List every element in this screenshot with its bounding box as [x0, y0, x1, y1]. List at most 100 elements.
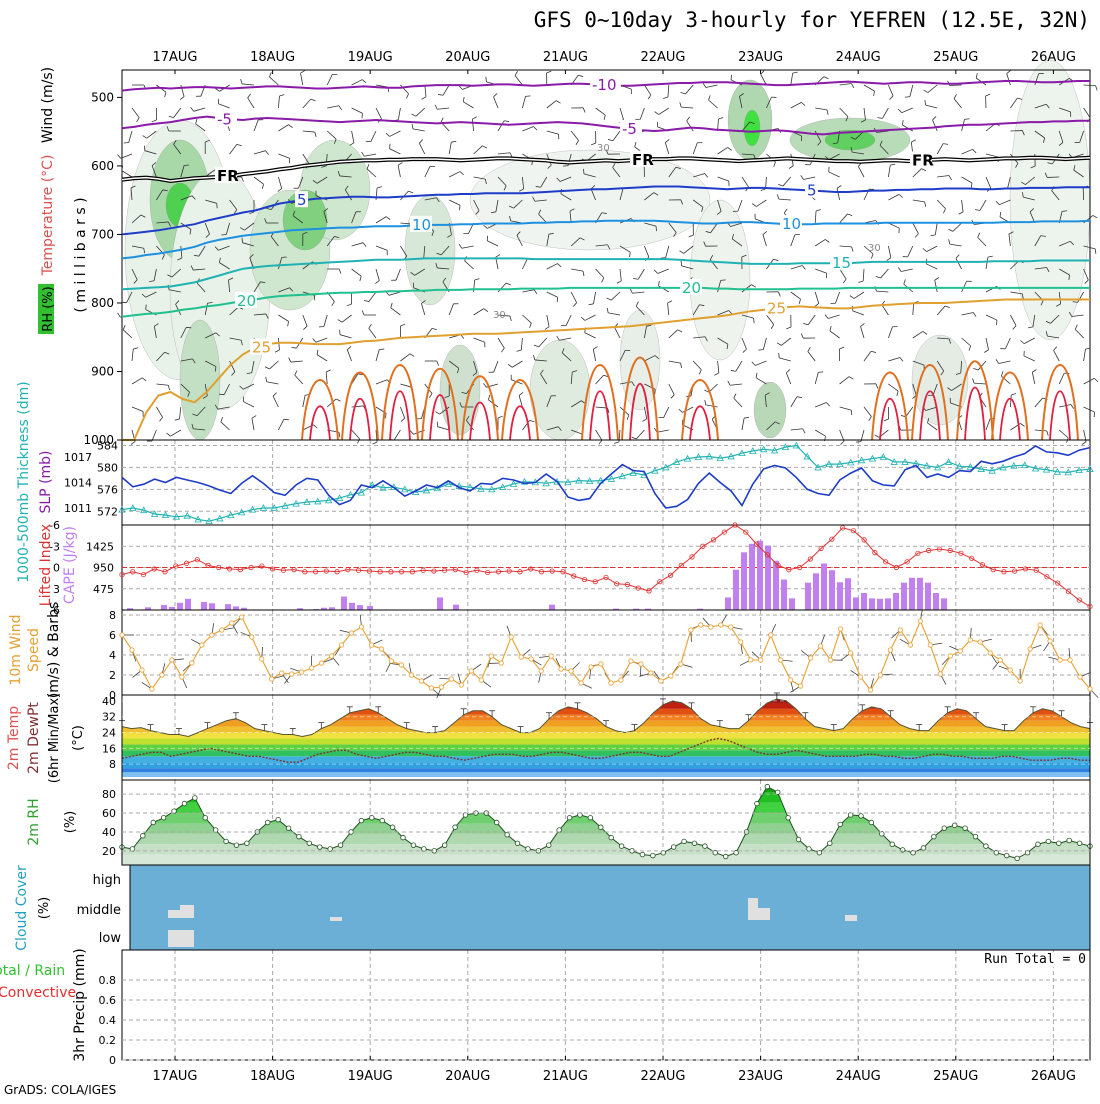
wind-barb	[352, 269, 362, 276]
wind-barb	[438, 427, 450, 430]
wind-barb	[962, 149, 973, 154]
precip-convective-label: Convective	[0, 985, 76, 1001]
wind-barb	[547, 101, 556, 108]
wind-barb-flag	[752, 362, 755, 366]
wind-barb	[498, 338, 504, 348]
wind-barb-flag	[630, 289, 632, 293]
cape-bar	[781, 580, 787, 610]
cloud-axis-label: Cloud Cover	[14, 865, 30, 951]
wind-barb-flag	[803, 323, 808, 324]
wind-barb	[152, 430, 156, 441]
wind-barb-flag	[137, 118, 140, 122]
wind-barb	[522, 290, 534, 292]
rh-shade-blob	[744, 110, 760, 146]
wind-barb-flag	[642, 419, 646, 422]
wind-barb	[449, 200, 460, 205]
wind-barb	[815, 292, 819, 303]
wind-barb-flag	[801, 102, 805, 105]
wind-barb	[1024, 338, 1035, 344]
wind-barb	[462, 246, 474, 248]
wind-barb	[882, 305, 889, 315]
wind-barb	[999, 361, 1011, 363]
wind-barb-flag	[629, 252, 630, 257]
wind-barb	[248, 98, 254, 108]
cape-bar	[829, 570, 835, 610]
wind-barb-flag	[375, 281, 379, 284]
temp-bands	[122, 691, 1090, 780]
rh-marker	[984, 844, 989, 849]
temp-contour-1	[122, 117, 1090, 135]
wind-barb	[956, 258, 962, 269]
rh-marker	[193, 796, 198, 801]
wind-barb	[736, 361, 742, 371]
wind-barb	[815, 269, 826, 273]
wind-barb	[791, 397, 797, 407]
temp-axis-label-4: (°C)	[71, 725, 86, 751]
wind-barb-flag	[904, 279, 906, 284]
cape-tick-label: 1425	[86, 540, 114, 553]
wind-barb	[718, 147, 728, 154]
wind-barb	[269, 361, 278, 369]
wind-barb-flag	[687, 117, 690, 121]
precip-tick-label: 0	[109, 1054, 116, 1067]
rh2m-unit-label: (%)	[63, 811, 78, 834]
wind-barb-flag	[284, 419, 289, 420]
wind-barb-flag	[949, 239, 950, 244]
wind-barb	[352, 243, 364, 246]
wind-barb-flag	[771, 324, 774, 328]
date-label-bottom-19AUG: 19AUG	[348, 1069, 393, 1084]
temp-contour-35	[1000, 399, 1020, 440]
cape-bar	[357, 605, 363, 610]
wind-barb	[376, 269, 379, 281]
wind-barb-flag	[437, 361, 439, 366]
temp-contour-label: 15	[832, 254, 851, 272]
wind-barb-flag	[326, 370, 330, 372]
wind-barb	[498, 153, 510, 154]
cape-bar	[201, 602, 207, 610]
wind-barb-flag	[633, 278, 638, 279]
cape-bar	[845, 578, 851, 610]
wind-barb-flag	[219, 394, 224, 395]
pressure-tick-label: 600	[91, 159, 114, 173]
wind-barb-flag	[435, 412, 439, 415]
wind-barb	[303, 131, 315, 132]
wind-barb-flag	[728, 147, 732, 150]
wind-barb	[693, 173, 704, 177]
cloud-row-label-high: high	[93, 873, 121, 888]
wind-barb-flag	[663, 97, 668, 98]
wind-barb-flag	[825, 315, 828, 319]
wind10m-marker	[858, 675, 862, 679]
wind-axis-label: Wind (m/s)	[40, 67, 56, 143]
wind-barb-flag	[699, 370, 701, 375]
slp-line	[122, 446, 1090, 508]
wind-barb-flag	[362, 80, 366, 83]
wind-barb	[596, 375, 604, 384]
wind-barb-flag	[362, 152, 365, 156]
wind10m-axis-label-1: 10m Wind	[8, 614, 24, 685]
rh-marker	[338, 843, 343, 848]
cloud-unit-label: (%)	[37, 897, 52, 920]
slp-axis-label: SLP (mb)	[38, 450, 54, 513]
wind10m-marker	[808, 656, 812, 660]
cape-bar	[885, 598, 891, 610]
wind-barb	[986, 419, 990, 430]
wind-barb-flag	[429, 394, 432, 398]
wind-barb-flag	[890, 164, 895, 165]
cape-bar	[773, 561, 779, 610]
wind-barb-flag	[275, 350, 279, 352]
wind-barb	[756, 378, 766, 384]
wind-barb	[840, 407, 852, 410]
rh-marker	[515, 841, 520, 846]
wind-barb-flag	[689, 235, 694, 237]
rh-marker	[598, 825, 603, 830]
wind-barb-flag	[996, 359, 999, 363]
wind-barb	[669, 361, 681, 363]
wind-barb	[243, 402, 254, 407]
rh-marker	[265, 820, 270, 825]
wind-barb-flag	[754, 318, 755, 323]
wind-barb	[398, 108, 400, 120]
wind-barb-flag	[1020, 340, 1024, 343]
wind-barb-flag	[874, 91, 875, 96]
temp-tick-label: 16	[102, 742, 116, 755]
wind-barb	[132, 349, 133, 361]
